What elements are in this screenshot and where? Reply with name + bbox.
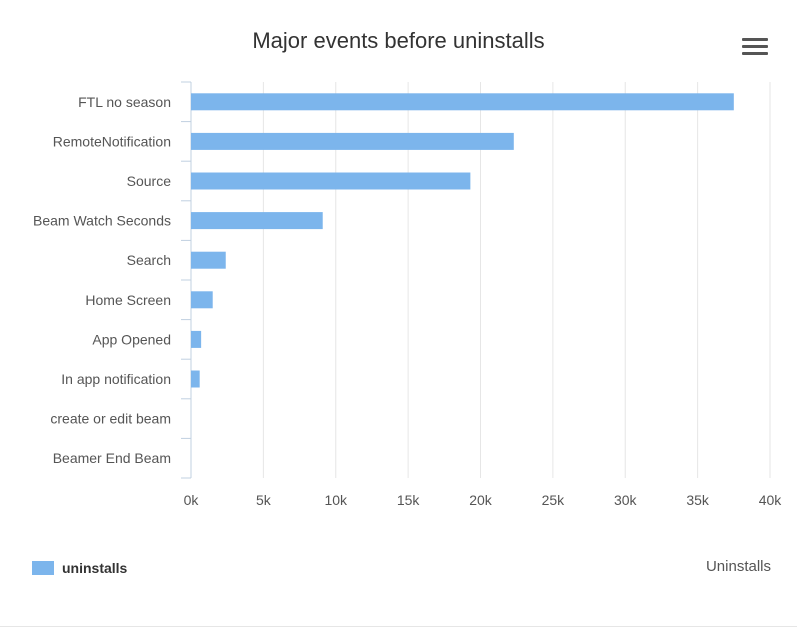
bar	[191, 330, 202, 348]
bar	[191, 370, 200, 388]
category-label: Source	[127, 173, 172, 189]
bar	[191, 93, 734, 111]
bar	[191, 172, 471, 190]
bar	[191, 251, 226, 269]
x-tick-label: 10k	[324, 492, 348, 508]
bar	[191, 212, 323, 230]
category-label: In app notification	[61, 371, 171, 387]
legend-item-uninstalls[interactable]: uninstalls	[32, 560, 127, 576]
hamburger-menu-icon[interactable]	[742, 38, 768, 58]
category-label: Search	[127, 252, 171, 268]
x-tick-label: 30k	[614, 492, 638, 508]
legend-swatch	[32, 561, 54, 575]
x-tick-label: 20k	[469, 492, 493, 508]
x-tick-label: 25k	[542, 492, 566, 508]
bar	[191, 291, 213, 309]
x-tick-label: 5k	[256, 492, 272, 508]
x-tick-label: 40k	[759, 492, 783, 508]
category-label: create or edit beam	[50, 411, 171, 427]
bottom-divider	[0, 626, 797, 627]
category-label: Beamer End Beam	[53, 450, 171, 466]
category-label: Home Screen	[85, 292, 171, 308]
category-label: Beam Watch Seconds	[33, 213, 171, 229]
category-label: App Opened	[92, 331, 171, 347]
x-tick-label: 15k	[397, 492, 421, 508]
category-label: RemoteNotification	[53, 133, 171, 149]
bar	[191, 132, 514, 150]
category-label: FTL no season	[78, 94, 171, 110]
x-tick-label: 35k	[686, 492, 710, 508]
chart-title: Major events before uninstalls	[252, 28, 545, 53]
legend-label: uninstalls	[62, 560, 128, 576]
x-axis-title: Uninstalls	[705, 558, 771, 575]
x-tick-label: 0k	[184, 492, 200, 508]
